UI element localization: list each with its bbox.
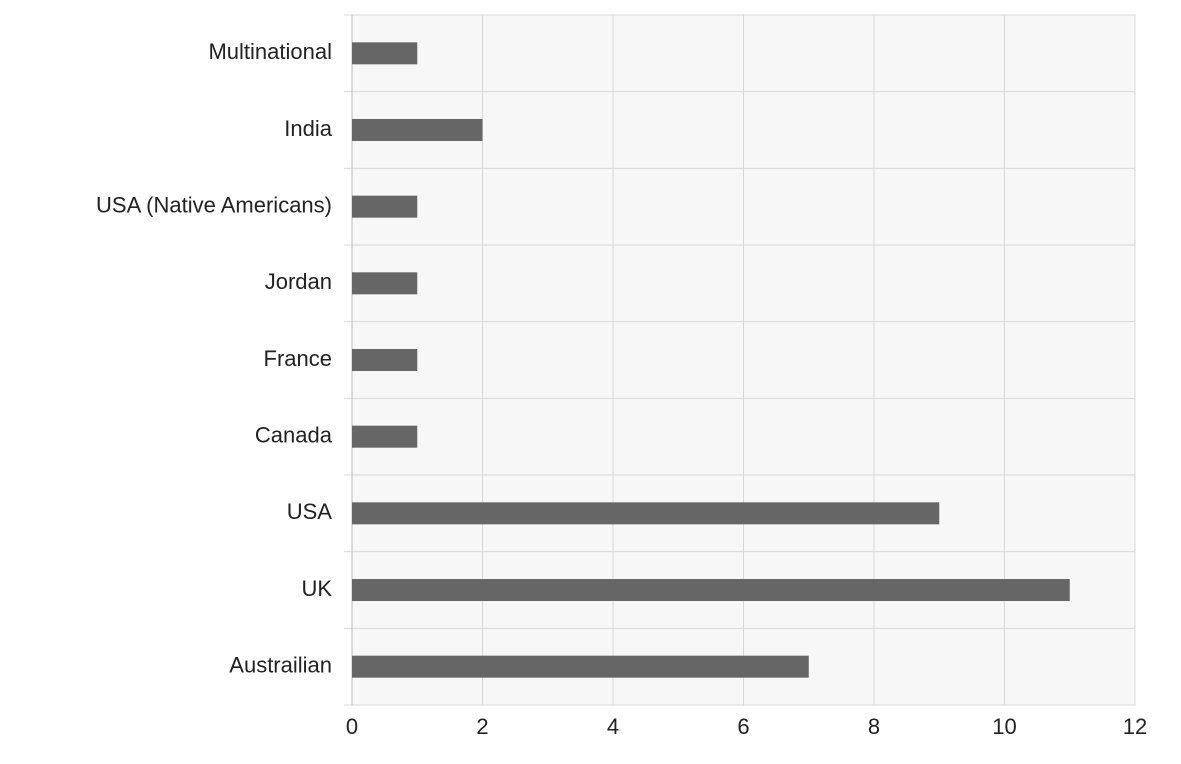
- x-tick-label: 6: [737, 714, 749, 739]
- bar: [352, 579, 1070, 601]
- y-tick-label: France: [264, 346, 332, 371]
- bar: [352, 272, 418, 295]
- y-tick-label: India: [284, 116, 332, 141]
- x-tick-label: 12: [1123, 714, 1147, 739]
- y-tick-label: USA (Native Americans): [96, 192, 332, 217]
- x-tick-label: 10: [992, 714, 1016, 739]
- y-tick-label: Austrailian: [229, 652, 332, 677]
- bar: [352, 655, 809, 678]
- bar: [352, 349, 418, 371]
- y-tick-label: USA: [287, 499, 333, 524]
- bar: [352, 425, 418, 448]
- bar: [352, 119, 483, 141]
- y-tick-label: Multinational: [208, 39, 332, 64]
- x-tick-label: 0: [346, 714, 358, 739]
- y-tick-label: UK: [301, 576, 332, 601]
- bar: [352, 502, 940, 525]
- x-tick-label: 4: [607, 714, 619, 739]
- bar: [352, 195, 418, 218]
- x-tick-label: 8: [868, 714, 880, 739]
- y-tick-label: Canada: [255, 422, 333, 447]
- bar: [352, 42, 418, 65]
- y-tick-label: Jordan: [265, 269, 332, 294]
- x-tick-label: 2: [476, 714, 488, 739]
